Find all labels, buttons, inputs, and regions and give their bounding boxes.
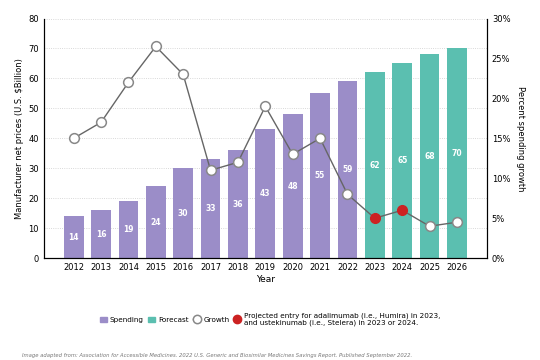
Text: 30: 30 xyxy=(178,209,188,218)
Text: 68: 68 xyxy=(424,152,435,161)
Bar xyxy=(338,81,357,258)
Bar xyxy=(146,186,166,258)
Bar xyxy=(310,93,330,258)
Text: 43: 43 xyxy=(260,189,271,198)
Bar xyxy=(228,150,248,258)
Bar xyxy=(420,54,440,258)
Legend: Spending, Forecast, Growth, Projected entry for adalimumab (i.e., Humira) in 202: Spending, Forecast, Growth, Projected en… xyxy=(98,311,442,328)
Bar xyxy=(119,201,138,258)
Text: 55: 55 xyxy=(315,171,325,180)
Bar xyxy=(201,159,220,258)
Text: 19: 19 xyxy=(123,225,134,234)
X-axis label: Year: Year xyxy=(256,275,275,284)
Bar xyxy=(283,114,302,258)
Bar xyxy=(173,168,193,258)
Bar xyxy=(393,63,412,258)
Text: 65: 65 xyxy=(397,156,407,165)
Y-axis label: Percent spending growth: Percent spending growth xyxy=(516,86,525,191)
Text: 48: 48 xyxy=(287,182,298,191)
Text: 59: 59 xyxy=(342,165,353,174)
Text: 14: 14 xyxy=(69,233,79,242)
Text: Image adapted from: Association for Accessible Medicines. 2022 U.S. Generic and : Image adapted from: Association for Acce… xyxy=(22,353,411,358)
Bar xyxy=(255,129,275,258)
Bar xyxy=(365,72,384,258)
Text: 24: 24 xyxy=(151,218,161,227)
Bar xyxy=(91,210,111,258)
Text: 16: 16 xyxy=(96,230,106,239)
Y-axis label: Manufacturer net prices (U.S. $Billion): Manufacturer net prices (U.S. $Billion) xyxy=(15,58,24,219)
Bar xyxy=(447,49,467,258)
Text: 70: 70 xyxy=(451,149,462,158)
Bar xyxy=(64,216,84,258)
Text: 33: 33 xyxy=(205,204,216,213)
Text: 62: 62 xyxy=(369,161,380,170)
Text: 36: 36 xyxy=(233,200,243,209)
